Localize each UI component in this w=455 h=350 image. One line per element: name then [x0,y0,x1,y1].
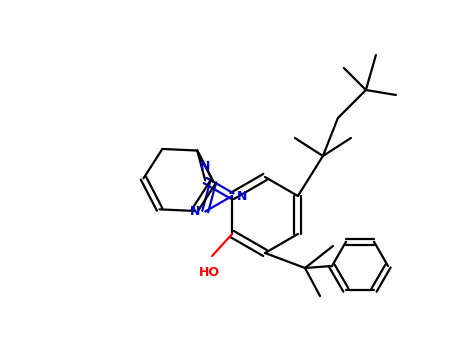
Text: N: N [190,205,200,218]
Text: N: N [237,189,248,203]
Text: N: N [200,161,210,174]
Text: HO: HO [198,266,220,279]
